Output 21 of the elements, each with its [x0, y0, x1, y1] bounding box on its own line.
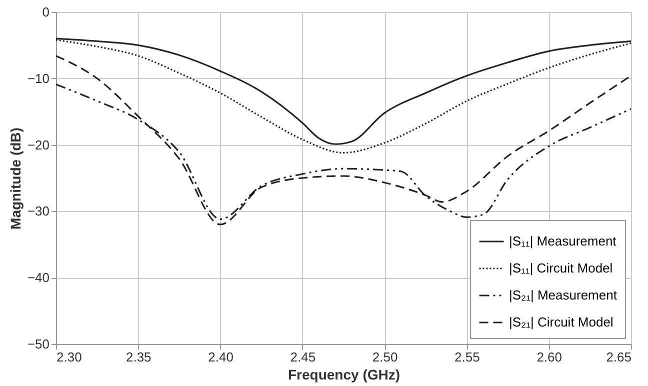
- x-tick-label: 2.30: [56, 350, 82, 364]
- legend-label: |S₁₁| Measurement: [509, 234, 617, 248]
- y-tick-label: −40: [27, 270, 50, 286]
- x-tick-label: 2.60: [536, 350, 562, 364]
- y-tick-label: −30: [27, 204, 50, 219]
- x-tick-label: 2.40: [208, 350, 234, 364]
- x-tick-label: 2.50: [372, 350, 398, 364]
- y-tick-label: −50: [27, 336, 50, 352]
- y-tick-label: −20: [27, 137, 50, 152]
- line-series: [56, 55, 631, 226]
- x-tick-label: 2.55: [454, 350, 480, 364]
- y-axis-title: Magnitude (dB): [7, 128, 24, 230]
- legend-label: |S₂₁| Circuit Model: [509, 314, 614, 330]
- x-axis-title: Frequency (GHz): [288, 366, 400, 382]
- x-tick-label: 2.35: [126, 350, 152, 364]
- x-tick-label: 2.45: [290, 350, 316, 364]
- legend-label: |S₁₁| Circuit Model: [509, 260, 613, 276]
- y-tick-label: −10: [27, 70, 50, 86]
- x-tick-label: 2.65: [606, 350, 632, 364]
- y-tick-label: 0: [42, 4, 50, 20]
- legend-label: |S₂₁| Measurement: [509, 288, 618, 302]
